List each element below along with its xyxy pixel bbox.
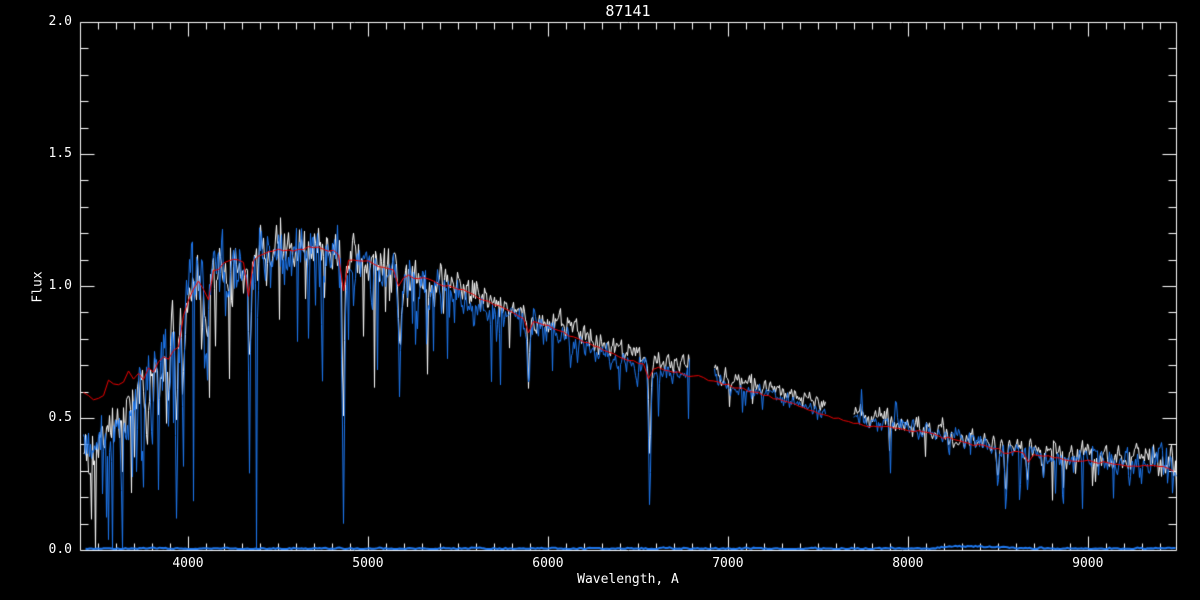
x-tick-label: 5000 [352,556,384,571]
y-tick-label: 1.0 [48,278,72,293]
y-tick-label: 1.5 [48,146,72,161]
x-tick-label: 9000 [1072,556,1104,571]
plot-title: 87141 [605,2,651,20]
y-tick-label: 0.0 [48,542,72,557]
x-tick-label: 7000 [712,556,744,571]
y-tick-label: 0.5 [48,410,72,425]
x-tick-label: 6000 [532,556,564,571]
x-axis-label: Wavelength, A [577,572,679,587]
y-tick-label: 2.0 [48,14,72,29]
x-tick-label: 4000 [172,556,204,571]
x-tick-label: 8000 [892,556,924,571]
